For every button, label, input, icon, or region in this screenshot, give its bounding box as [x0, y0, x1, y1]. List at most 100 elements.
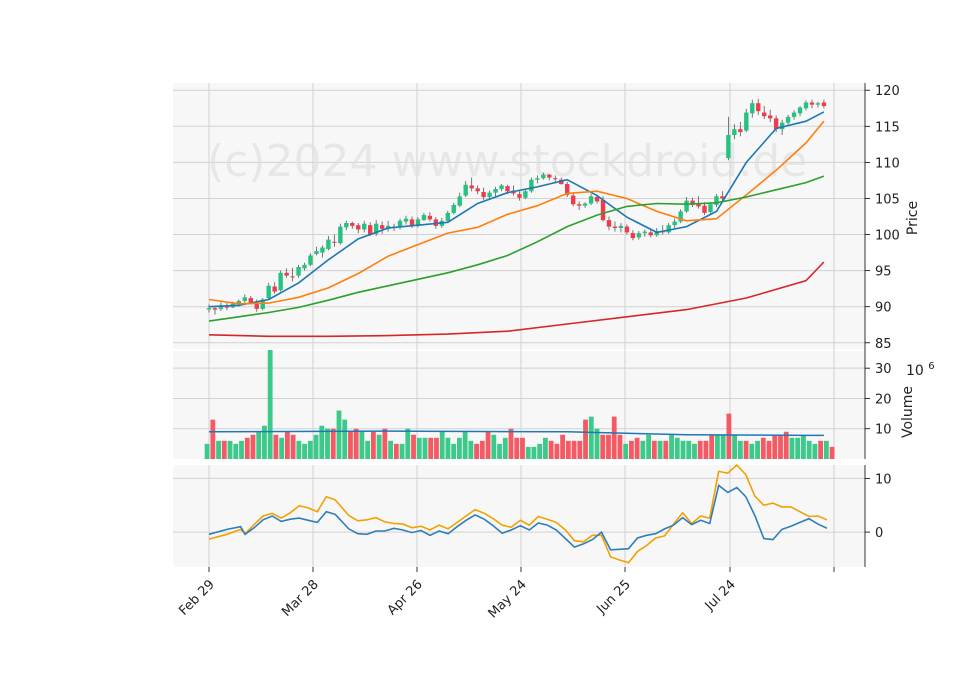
x-tick-label: Apr 26 [385, 577, 426, 618]
volume-bar [525, 446, 531, 459]
volume-bar [715, 434, 720, 459]
candle-body [732, 129, 737, 135]
volume-bar [806, 440, 812, 459]
candle-body [236, 300, 242, 304]
volume-bar [795, 437, 801, 459]
candle-body [630, 233, 636, 239]
candle-body [409, 219, 415, 226]
volume-tick-label: 10 [875, 423, 892, 438]
volume-bar [554, 443, 560, 459]
candle-body [767, 115, 773, 119]
volume-bar [537, 443, 543, 459]
candle-body [499, 185, 504, 190]
volume-bar [823, 440, 829, 459]
candle-body [648, 232, 653, 236]
volume-bar [640, 440, 646, 459]
volume-bar [674, 437, 680, 459]
volume-bar [560, 434, 566, 459]
volume-unit-label: 10 6 [906, 361, 935, 379]
candle-body [278, 272, 283, 291]
grid-lines [173, 83, 865, 567]
candle-body [218, 305, 224, 309]
candle-body [206, 308, 212, 310]
volume-bar [239, 440, 244, 459]
candle-body [756, 103, 761, 112]
volume-tick-label: 30 [875, 362, 892, 377]
volume-bar [382, 428, 388, 459]
volume-bar [244, 437, 250, 459]
candle-body [397, 220, 403, 228]
candle-body [463, 184, 468, 196]
volume-bar [600, 434, 606, 459]
volume-bar [262, 425, 267, 459]
volume-bar [588, 416, 594, 459]
volume-bar [583, 419, 588, 459]
candle-body [517, 194, 522, 198]
candle-body [427, 215, 433, 220]
candle-body [612, 226, 618, 229]
candle-body [487, 192, 492, 198]
volume-bar [732, 434, 738, 459]
volume-bar [353, 428, 359, 459]
x-tick-label: Jun 25 [594, 577, 634, 617]
volume-bar [330, 428, 336, 459]
candle-body [815, 103, 821, 105]
volume-bar [766, 440, 772, 459]
volume-axis-label: Volume [900, 386, 916, 438]
volume-bar [623, 443, 629, 459]
moving-average-line [208, 111, 825, 308]
volume-bar [514, 437, 520, 459]
price-panel [173, 83, 865, 350]
volume-bar [634, 437, 640, 459]
candle-body [624, 226, 630, 233]
candle-body [791, 112, 797, 117]
candle-body [248, 298, 253, 303]
volume-bar [479, 440, 485, 459]
volume-bar [760, 437, 766, 459]
volume-bar [256, 431, 262, 459]
indicator-line [208, 463, 828, 564]
candle-body [493, 189, 498, 193]
volume-bar [267, 350, 273, 459]
volume-bar [279, 437, 285, 459]
candle-body [672, 221, 677, 226]
candle-body [362, 223, 367, 230]
volume-bar [508, 428, 514, 459]
volume-bar [749, 443, 755, 459]
volume-bar [468, 440, 474, 459]
volume-bar [565, 440, 571, 459]
volume-bar [388, 440, 393, 459]
volume-bar [302, 443, 307, 459]
volume-bar [789, 437, 795, 459]
candle-body [266, 285, 271, 299]
candle-body [529, 179, 534, 192]
candle-body [308, 255, 313, 265]
volume-bar [692, 443, 697, 459]
x-tick-label: Jul 24 [702, 577, 739, 614]
candle-body [523, 191, 528, 198]
volume-bar [778, 434, 783, 459]
price-tick-label: 105 [875, 192, 900, 207]
volume-bar [783, 431, 789, 459]
volume-bar [629, 440, 634, 459]
candle-body [684, 200, 689, 212]
volume-bar [801, 434, 806, 459]
volume-bar [491, 434, 497, 459]
moving-average-line [208, 175, 825, 322]
candle-body [785, 116, 791, 123]
volume-bar [737, 440, 743, 459]
candle-body [314, 251, 319, 255]
candle-body [636, 233, 642, 238]
candle-body [356, 225, 361, 230]
volume-bar [606, 434, 611, 459]
volume-bar [611, 416, 617, 459]
candle-body [809, 102, 815, 105]
candle-body [403, 218, 409, 222]
volume-bar [307, 440, 313, 459]
candle-body [469, 185, 474, 189]
volume-bar [325, 428, 330, 459]
candle-body [618, 225, 624, 229]
candle-body [565, 184, 570, 195]
volume-bar [617, 434, 623, 459]
